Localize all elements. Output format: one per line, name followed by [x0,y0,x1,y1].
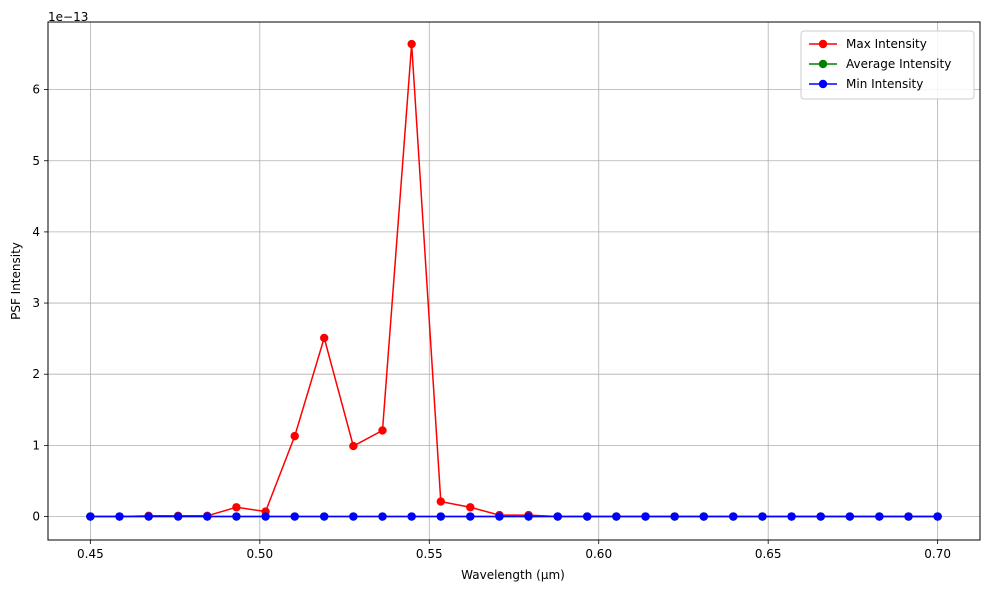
x-tick-label: 0.70 [924,547,951,561]
x-tick-label: 0.55 [416,547,443,561]
x-tick-label: 0.50 [246,547,273,561]
series-max-intensity [86,39,942,521]
series-layer [86,39,942,521]
data-point [495,512,504,521]
data-point [232,512,241,521]
legend-label: Max Intensity [846,37,927,51]
data-point [436,497,445,506]
y-tick-label: 1 [32,438,40,452]
data-point [583,512,592,521]
data-point [758,512,767,521]
data-point [290,512,299,521]
legend-frame [800,30,975,100]
data-point [261,512,270,521]
data-point [349,441,358,451]
y-tick-label: 0 [32,510,40,524]
data-point [553,512,562,521]
y-tick-label: 5 [32,154,40,168]
data-point [436,512,445,521]
data-point [144,512,153,521]
data-point [232,503,241,512]
legend-swatch-marker [818,79,828,89]
data-point [203,512,212,521]
data-point [699,512,708,521]
data-point [378,426,387,435]
data-point [466,512,475,521]
data-point [729,512,738,521]
data-point [378,512,387,521]
data-point [787,512,796,521]
plot-frame [47,21,981,541]
data-point [290,431,299,441]
data-point [407,39,416,49]
data-point [875,512,884,521]
data-point [466,503,475,512]
data-point [612,512,621,521]
series-min-intensity [86,512,942,521]
x-tick-label: 0.60 [585,547,612,561]
legend-label: Min Intensity [846,77,923,91]
y-axis-ticks: 0 1 2 3 4 5 6 [32,83,48,524]
y-axis-label: PSF Intensity [9,242,23,320]
legend-item: Min Intensity [809,77,923,91]
data-point [173,512,183,521]
y-tick-label: 6 [32,83,40,97]
x-tick-label: 0.65 [755,547,782,561]
legend-item: Max Intensity [809,37,927,51]
x-axis-ticks: 0.45 0.50 0.55 0.60 0.65 0.70 [77,540,951,561]
y-tick-label: 2 [32,367,40,381]
legend-label: Average Intensity [846,57,951,71]
data-point [349,512,358,521]
data-point [86,512,95,521]
data-point [407,512,416,521]
y-tick-label: 3 [32,296,40,310]
data-point [320,512,329,521]
x-tick-label: 0.45 [77,547,104,561]
data-point [845,512,855,521]
data-point [816,512,825,521]
legend-swatch-marker [818,39,828,49]
grid-lines [48,22,980,540]
y-axis-offset-label: 1e−13 [48,10,88,24]
data-point [904,512,913,521]
data-point [115,512,124,521]
y-tick-label: 4 [32,225,40,239]
data-point [933,512,942,521]
legend: Max Intensity Average Intensity Min Intens… [800,30,975,100]
legend-item: Average Intensity [809,57,951,71]
data-point [320,333,329,343]
data-point [670,512,679,521]
data-point [524,512,533,521]
legend-swatch-marker [818,59,828,69]
x-axis-label: Wavelength (µm) [461,568,565,582]
data-point [641,512,650,521]
